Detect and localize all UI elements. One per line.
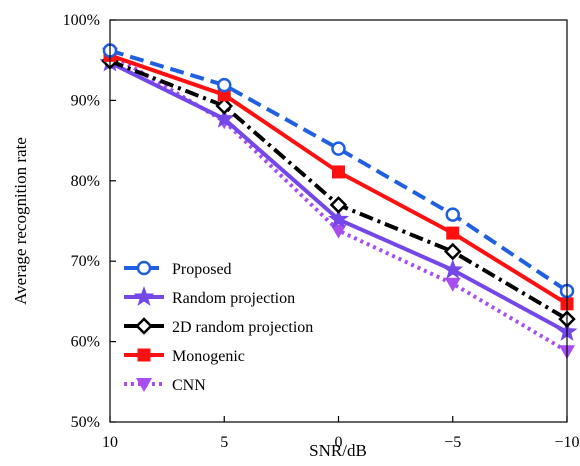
x-axis: 10 5 0 −5 −10	[102, 416, 580, 451]
data-point	[442, 259, 464, 279]
y-tick-label: 50%	[71, 414, 100, 431]
x-tick-label: −10	[554, 434, 579, 451]
y-tick-label: 100%	[63, 12, 100, 29]
legend: Proposed Random projection 2D random proje…	[124, 260, 313, 394]
x-tick-label: −5	[444, 434, 461, 451]
legend-marker	[137, 348, 151, 362]
legend-label: Proposed	[172, 261, 232, 278]
legend-label: Random projection	[172, 290, 295, 307]
data-point	[329, 196, 348, 214]
x-tick-label: 0	[335, 434, 343, 451]
legend-item: Proposed	[124, 260, 232, 278]
legend-marker	[136, 378, 152, 392]
data-point	[331, 141, 346, 156]
legend-marker	[136, 260, 152, 276]
data-point	[332, 165, 345, 179]
data-point	[446, 226, 460, 240]
y-tick-label: 90%	[71, 92, 100, 109]
series-layer	[99, 43, 578, 360]
y-tick-label: 70%	[71, 253, 100, 270]
y-axis-label: Average recognition rate	[11, 137, 30, 305]
legend-label: CNN	[172, 377, 206, 394]
y-axis: 50% 60% 70% 80% 90% 100%	[63, 12, 116, 431]
data-point	[328, 208, 349, 229]
legend-label: Monogenic	[172, 348, 245, 365]
legend-item: Random projection	[124, 286, 295, 307]
series-0	[102, 43, 575, 299]
data-point	[217, 77, 232, 93]
data-point	[330, 224, 347, 239]
legend-label: 2D random projection	[172, 319, 313, 336]
legend-marker	[133, 286, 155, 306]
y-tick-label: 80%	[71, 173, 100, 190]
series-line	[109, 59, 569, 321]
legend-item: CNN	[124, 377, 206, 394]
data-point	[213, 107, 235, 128]
data-point	[215, 97, 234, 115]
y-tick-label: 60%	[71, 334, 100, 351]
legend-item: 2D random projection	[124, 317, 313, 336]
series-line	[109, 48, 569, 293]
x-tick-label: 5	[220, 434, 228, 451]
x-axis-label: SNR/dB	[309, 441, 367, 460]
data-point	[444, 277, 461, 292]
x-tick-label: 10	[102, 434, 118, 451]
data-point	[443, 242, 462, 261]
data-point	[445, 207, 460, 222]
legend-item: Monogenic	[124, 348, 245, 365]
legend-marker	[135, 317, 153, 335]
